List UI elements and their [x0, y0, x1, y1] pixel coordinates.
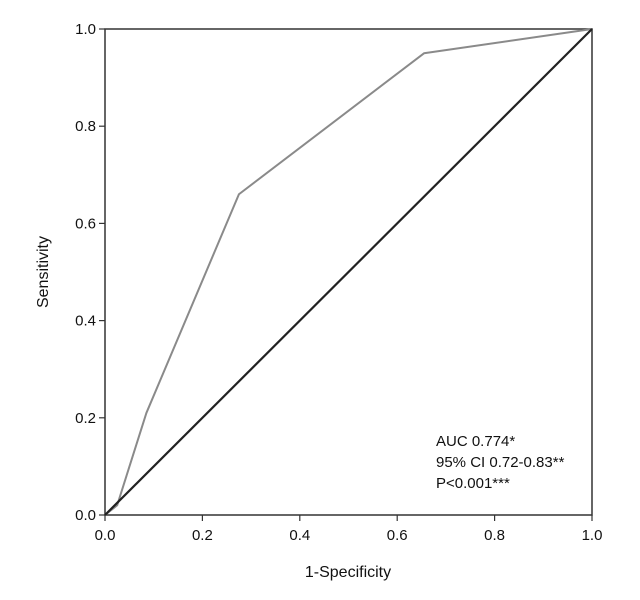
- roc-curve-line: [104, 28, 593, 516]
- annotation-block: AUC 0.774* 95% CI 0.72-0.83** P<0.001***: [436, 433, 565, 492]
- reference-diagonal-line: [104, 28, 593, 516]
- annotation-line: AUC 0.774*: [436, 433, 515, 450]
- y-tick-label: 0.0: [75, 507, 96, 524]
- annotation-line: 95% CI 0.72-0.83**: [436, 454, 565, 471]
- plot-frame: [104, 28, 593, 516]
- series-layer: [104, 28, 593, 516]
- x-tick-label: 0.8: [484, 527, 505, 544]
- x-tick-label: 0.2: [192, 527, 213, 544]
- y-tick-label: 0.2: [75, 410, 96, 427]
- y-tick-label: 0.6: [75, 215, 96, 232]
- axis-ticks: 0.0 0.2 0.4 0.6 0.8 1.0 0.0 0.2 0.4 0.6 0.8 1.0: [75, 21, 602, 544]
- x-tick-label: 0.4: [289, 527, 310, 544]
- y-axis-label: Sensitivity: [35, 236, 52, 308]
- x-axis-label: 1-Specificity: [305, 564, 391, 581]
- x-tick-label: 0.0: [95, 527, 116, 544]
- y-tick-label: 0.8: [75, 118, 96, 135]
- y-tick-label: 1.0: [75, 21, 96, 38]
- annotation-line: P<0.001***: [436, 475, 510, 492]
- y-tick-label: 0.4: [75, 313, 96, 330]
- x-tick-label: 0.6: [387, 527, 408, 544]
- x-tick-label: 1.0: [582, 527, 603, 544]
